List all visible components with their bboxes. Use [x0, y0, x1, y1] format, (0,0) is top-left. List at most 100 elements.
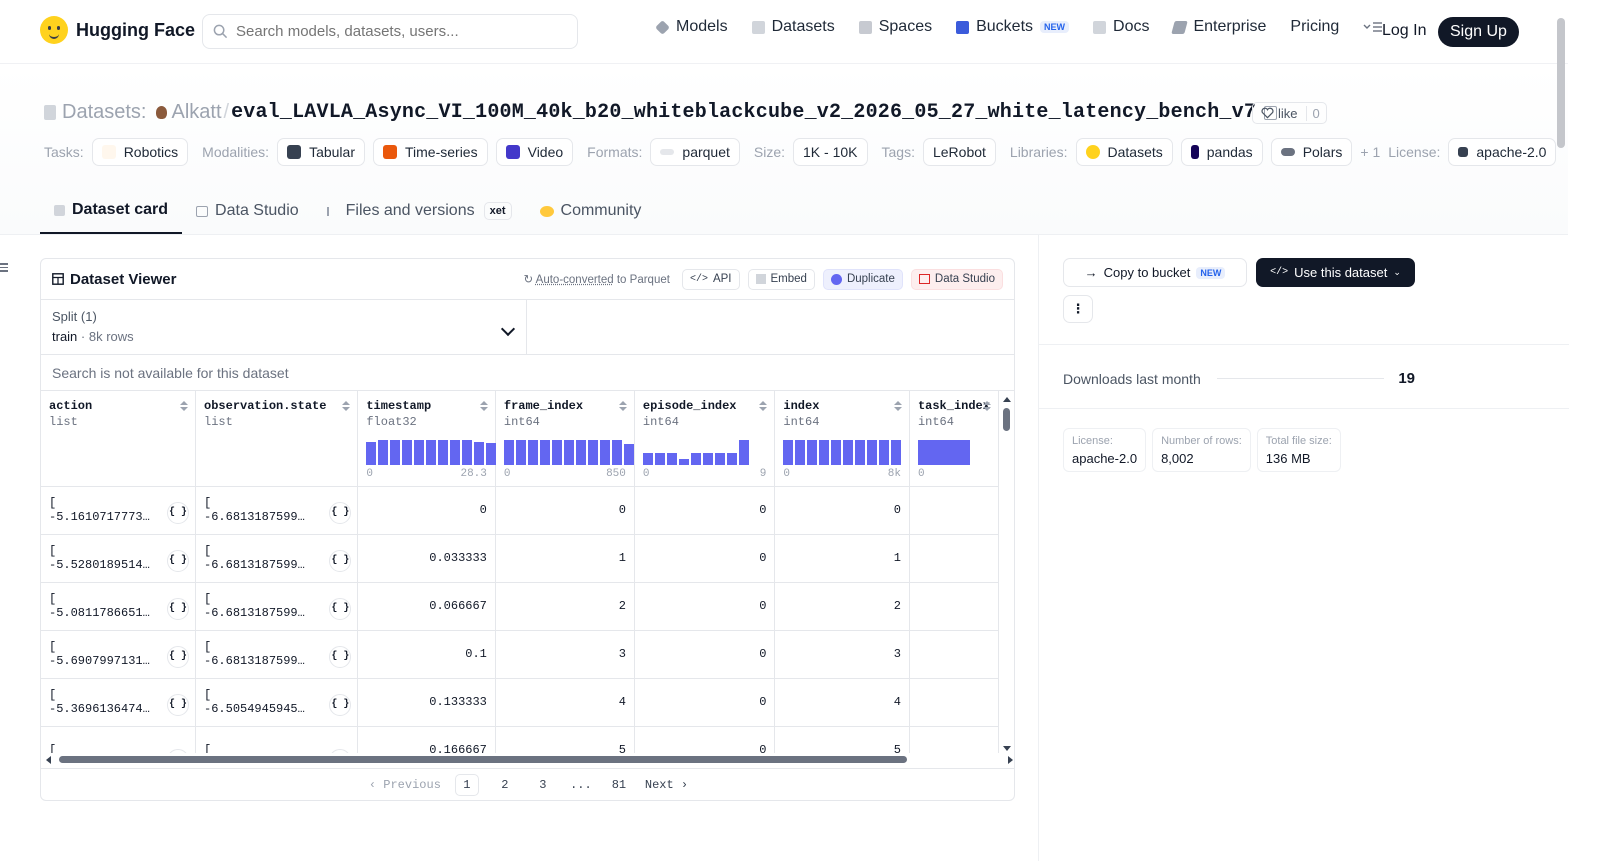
histogram-bar[interactable] — [831, 440, 842, 465]
histogram-bar[interactable] — [807, 440, 818, 465]
tag-license[interactable]: apache-2.0 — [1448, 138, 1557, 166]
histogram-bar[interactable] — [515, 440, 526, 465]
like-button[interactable]: like 0 — [1252, 102, 1327, 124]
expand-json-button[interactable]: { } — [329, 694, 352, 716]
histogram-bar[interactable] — [587, 440, 598, 465]
histogram-bar[interactable] — [611, 440, 622, 465]
next-page-button[interactable]: Next › — [644, 778, 689, 792]
histogram-bar[interactable] — [678, 458, 689, 465]
histogram-bar[interactable] — [642, 453, 653, 465]
histogram-bar[interactable] — [795, 440, 806, 465]
histogram-bar[interactable] — [414, 440, 425, 465]
scroll-thumb[interactable] — [1003, 408, 1010, 431]
column-header[interactable]: index int64 0 8k — [774, 391, 910, 487]
tab-dataset-card[interactable]: Dataset card — [40, 188, 183, 234]
auto-converted-link[interactable]: Auto-converted — [535, 274, 614, 286]
list-cell[interactable]: [-6.681318759918… { } — [195, 582, 359, 631]
histogram-bar[interactable] — [702, 453, 713, 465]
use-this-dataset-button[interactable]: </> Use this dataset ⌄ — [1256, 258, 1415, 287]
list-cell[interactable]: [-6.681318759918… { } — [195, 486, 359, 535]
sort-icon[interactable] — [180, 401, 187, 411]
login-link[interactable]: Log In — [1382, 22, 1427, 39]
scroll-down-icon[interactable] — [1003, 746, 1011, 751]
tab-files[interactable]: Files and versions xet — [313, 188, 526, 234]
more-libraries[interactable]: + 1 — [1360, 144, 1381, 160]
nav-buckets[interactable]: Buckets NEW — [956, 18, 1070, 36]
duplicate-button[interactable]: Duplicate — [822, 268, 903, 290]
tag-datasets-lib[interactable]: Datasets — [1075, 138, 1173, 166]
copy-to-bucket-button[interactable]: → Copy to bucket NEW — [1063, 258, 1247, 287]
horizontal-scrollbar[interactable] — [41, 753, 1013, 767]
breadcrumb-section[interactable]: Datasets: — [62, 101, 147, 123]
sort-icon[interactable] — [983, 401, 990, 411]
histogram-bar[interactable] — [390, 440, 401, 465]
list-cell[interactable]: [-5.16107177734… { } — [41, 486, 197, 535]
nav-pricing[interactable]: Pricing — [1290, 18, 1339, 36]
tab-data-studio[interactable]: Data Studio — [182, 188, 313, 234]
histogram-bar[interactable] — [843, 440, 854, 465]
column-header[interactable]: task_index int64 0 — [909, 391, 999, 487]
vertical-scrollbar[interactable] — [999, 391, 1014, 753]
list-cell[interactable]: [{ } — [41, 726, 197, 753]
histogram-bar[interactable] — [666, 453, 677, 465]
expand-json-button[interactable]: { } — [329, 598, 352, 620]
tag-video[interactable]: Video — [495, 138, 574, 166]
nav-enterprise[interactable]: Enterprise — [1171, 18, 1266, 36]
tag-tabular[interactable]: Tabular — [277, 138, 365, 166]
table-row[interactable]: [-5.08117866516…{ }[-6.681318759918…{ } 0… — [41, 582, 999, 631]
nav-datasets[interactable]: Datasets — [751, 18, 835, 36]
column-header[interactable]: frame_index int64 0 850 — [495, 391, 635, 487]
nav-spaces[interactable]: Spaces — [858, 18, 932, 36]
auto-converted-note[interactable]: ↻ Auto-converted to Parquet — [523, 274, 670, 286]
histogram-bar[interactable] — [714, 453, 725, 465]
expand-json-button[interactable]: { } — [329, 502, 352, 524]
histogram-bar[interactable] — [378, 440, 389, 465]
page-2-button[interactable]: 2 — [501, 778, 509, 792]
tab-community[interactable]: Community — [526, 188, 656, 234]
brand-logo[interactable]: Hugging Face — [40, 16, 195, 44]
column-header[interactable]: timestamp float32 0 28.3 — [357, 391, 497, 487]
histogram-bar[interactable] — [474, 441, 485, 465]
histogram-bar[interactable] — [867, 440, 878, 465]
histogram-bar[interactable] — [503, 440, 514, 465]
histogram-bar[interactable] — [917, 440, 970, 465]
api-button[interactable]: </> API — [681, 268, 740, 290]
list-cell[interactable]: [-6.681318759918… { } — [195, 534, 359, 583]
histogram-bar[interactable] — [654, 453, 665, 465]
page-scrollbar[interactable] — [1554, 0, 1568, 861]
previous-page-button[interactable]: ‹ Previous — [368, 778, 441, 792]
table-row[interactable]: [-5.36961364746…{ }[-6.505494594573…{ } 0… — [41, 678, 999, 727]
histogram-bar[interactable] — [599, 440, 610, 465]
histogram-bar[interactable] — [575, 440, 586, 465]
list-cell[interactable]: [-5.36961364746… { } — [41, 678, 197, 727]
histogram-bar[interactable] — [738, 440, 749, 465]
scroll-left-icon[interactable] — [46, 756, 51, 764]
page-81-button[interactable]: 81 — [611, 778, 627, 792]
histogram-bar[interactable] — [539, 440, 550, 465]
histogram-bar[interactable] — [527, 440, 538, 465]
tag-time-series[interactable]: Time-series — [373, 138, 488, 166]
histogram-bar[interactable] — [450, 440, 461, 465]
expand-json-button[interactable]: { } — [167, 598, 190, 620]
signup-button[interactable]: Sign Up — [1438, 17, 1519, 47]
histogram-bar[interactable] — [891, 440, 902, 465]
sort-icon[interactable] — [894, 401, 901, 411]
page-scroll-thumb[interactable] — [1557, 18, 1565, 148]
histogram-bar[interactable] — [486, 442, 497, 465]
sort-icon[interactable] — [342, 401, 349, 411]
page-1-button[interactable]: 1 — [454, 774, 479, 796]
histogram-bar[interactable] — [563, 440, 574, 465]
sort-icon[interactable] — [480, 401, 487, 411]
expand-json-button[interactable]: { } — [167, 502, 190, 524]
list-cell[interactable]: [{ } — [195, 726, 359, 753]
histogram-bar[interactable] — [879, 440, 890, 465]
histogram-bar[interactable] — [426, 440, 437, 465]
list-cell[interactable]: [-6.681318759918… { } — [195, 630, 359, 679]
tag-lerobot[interactable]: LeRobot — [922, 138, 996, 166]
list-cell[interactable]: [-5.69079971313… { } — [41, 630, 197, 679]
expand-json-button[interactable]: { } — [167, 694, 190, 716]
tag-pandas[interactable]: pandas — [1180, 138, 1263, 166]
histogram-bar[interactable] — [690, 453, 701, 465]
histogram-bar[interactable] — [438, 440, 449, 465]
